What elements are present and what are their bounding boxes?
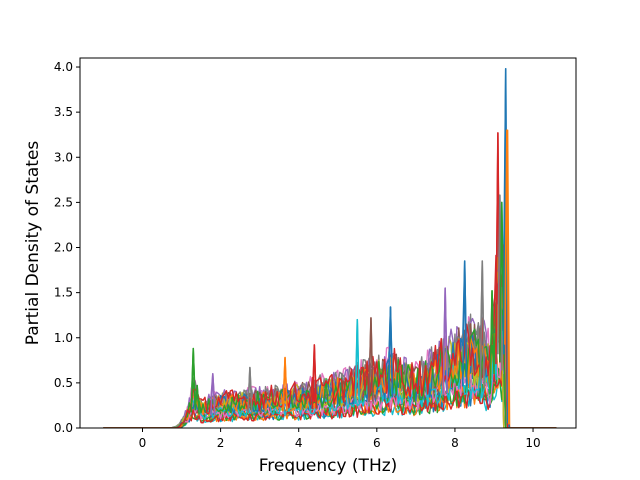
peak-spike [368, 317, 374, 403]
series-layer [103, 68, 557, 428]
peak-spike [479, 260, 486, 389]
y-tick-label: 0.5 [54, 376, 73, 390]
x-tick-label: 8 [451, 436, 459, 450]
x-tick-label: 2 [217, 436, 225, 450]
peak-spike [504, 129, 510, 425]
y-tick-label: 0.0 [54, 421, 73, 435]
y-tick-label: 3.5 [54, 105, 73, 119]
x-tick-label: 4 [295, 436, 303, 450]
x-tick-label: 6 [373, 436, 381, 450]
plot-frame [79, 57, 577, 429]
peak-spike [247, 366, 253, 414]
peak-spike [489, 290, 495, 394]
peak-spike [210, 373, 216, 416]
peak-spike [442, 287, 448, 395]
x-tick-label: 0 [139, 436, 147, 450]
x-axis-label: Frequency (THz) [259, 456, 398, 476]
y-tick-label: 1.5 [54, 286, 73, 300]
peak-spike [282, 356, 288, 412]
peak-spike [461, 260, 468, 387]
peak-spike [354, 318, 361, 405]
y-axis-label: Partial Density of States [23, 141, 43, 346]
y-tick-label: 3.0 [54, 150, 73, 164]
y-tick-label: 2.0 [54, 241, 73, 255]
y-tick-label: 4.0 [54, 60, 73, 74]
x-tick-label: 10 [525, 436, 540, 450]
y-tick-label: 1.0 [54, 331, 73, 345]
peak-spike [194, 384, 200, 415]
peak-spike [502, 68, 509, 424]
y-tick-label: 2.5 [54, 195, 73, 209]
y-axis-ticks: 0.0 0.5 1.0 1.5 2.0 2.5 3.0 3.5 4.0 [54, 60, 80, 435]
peak-spike [499, 201, 505, 363]
x-axis-ticks: 0 2 4 6 8 10 [139, 428, 541, 450]
peak-spike [387, 306, 394, 399]
peak-spike [190, 347, 197, 413]
peak-spike [311, 344, 318, 410]
